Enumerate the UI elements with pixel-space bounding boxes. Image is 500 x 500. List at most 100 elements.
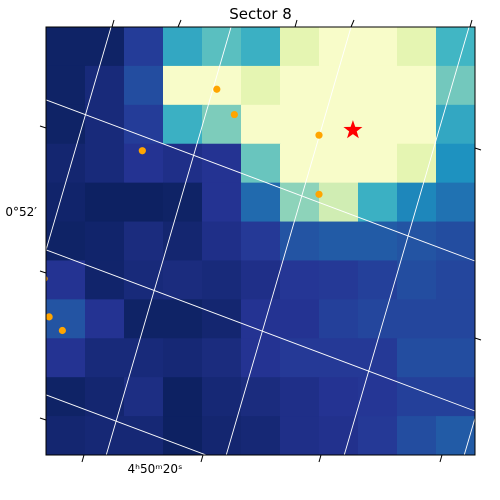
heatmap-cell xyxy=(436,377,475,417)
heatmap-cell xyxy=(319,27,359,67)
heatmap-cell xyxy=(46,299,86,339)
heatmap-cell xyxy=(85,299,125,339)
heatmap-cell xyxy=(436,299,475,339)
axis-tick xyxy=(294,19,298,28)
heatmap-cell xyxy=(241,260,281,300)
heatmap-cell xyxy=(397,260,437,300)
heatmap-cell xyxy=(202,416,242,455)
heatmap-cell xyxy=(358,143,398,184)
heatmap-cell xyxy=(124,104,164,145)
heatmap-cell xyxy=(202,338,242,378)
heatmap-cell xyxy=(436,104,475,145)
star-marker xyxy=(230,110,238,119)
heatmap-cell xyxy=(85,143,125,184)
heatmap-cell xyxy=(46,416,86,455)
grid-line xyxy=(46,99,475,262)
heatmap-cell xyxy=(397,299,437,339)
heatmap-cell xyxy=(241,104,281,145)
grid-line xyxy=(225,27,352,455)
chart-title: Sector 8 xyxy=(229,5,292,23)
heatmap-cell xyxy=(319,182,359,223)
heatmap-cell xyxy=(163,27,203,67)
heatmap-cell xyxy=(280,416,320,455)
heatmap-cell xyxy=(397,221,437,262)
heatmap-cell xyxy=(163,416,203,455)
heatmap-cell xyxy=(85,104,125,145)
heatmap-cell xyxy=(124,416,164,455)
heatmap-cell xyxy=(436,182,475,223)
heatmap-cell xyxy=(85,182,125,223)
star-marker xyxy=(138,147,146,155)
heatmap-cell xyxy=(319,416,359,455)
heatmap-cell xyxy=(358,65,398,106)
heatmap-cell xyxy=(124,65,164,106)
heatmap-cell xyxy=(46,65,86,106)
heatmap-cell xyxy=(46,221,86,262)
heatmap-cell xyxy=(280,221,320,262)
heatmap-cell xyxy=(319,65,359,106)
heatmap-cell xyxy=(241,182,281,223)
axis-tick xyxy=(474,147,482,151)
heatmap-cell xyxy=(124,299,164,339)
axis-tick xyxy=(39,417,47,421)
heatmap-cell xyxy=(280,143,320,184)
heatmap-cell xyxy=(280,65,320,106)
plot-frame xyxy=(45,26,476,456)
heatmap-cell xyxy=(319,221,359,262)
heatmap-cell xyxy=(241,416,281,455)
star-marker xyxy=(58,326,66,335)
heatmap-cell xyxy=(436,27,475,67)
heatmap-cell xyxy=(319,260,359,300)
heatmap-cell xyxy=(163,221,203,262)
heatmap-cell xyxy=(358,416,398,455)
heatmap-cell xyxy=(358,299,398,339)
heatmap-cell xyxy=(163,104,203,145)
axis-tick xyxy=(177,19,182,28)
heatmap-cell xyxy=(124,27,164,67)
heatmap-cell xyxy=(241,143,281,184)
heatmap-cell xyxy=(241,377,281,417)
plot-area xyxy=(39,19,482,463)
heatmap-cell xyxy=(397,65,437,106)
star-marker xyxy=(46,275,48,282)
axis-tick xyxy=(350,19,355,28)
heatmap-cell xyxy=(85,65,125,106)
heatmap-cell xyxy=(319,338,359,378)
target-star-marker xyxy=(343,120,363,139)
heatmap-cell xyxy=(397,416,437,455)
heatmap-cell xyxy=(280,27,320,67)
heatmap-cell xyxy=(241,299,281,339)
heatmap-cell xyxy=(241,221,281,262)
heatmap-cell xyxy=(85,416,125,455)
heatmap-cell xyxy=(163,182,203,223)
heatmap-cell xyxy=(124,221,164,262)
axis-tick xyxy=(318,454,322,463)
heatmap-cell xyxy=(436,221,475,262)
heatmap-cell xyxy=(319,299,359,339)
heatmap-cell xyxy=(163,260,203,300)
heatmap-cell xyxy=(358,377,398,417)
axis-tick xyxy=(39,125,47,129)
heatmap-cell xyxy=(46,182,86,223)
heatmap-cell xyxy=(280,104,320,145)
axis-tick xyxy=(200,454,204,463)
heatmap-cell xyxy=(397,377,437,417)
heatmap-cell xyxy=(280,377,320,417)
heatmap-cell xyxy=(358,338,398,378)
heatmap-cell xyxy=(85,221,125,262)
axis-tick xyxy=(39,270,47,274)
heatmap-cell xyxy=(241,65,281,106)
heatmap-cell xyxy=(397,182,437,223)
heatmap-cell xyxy=(46,143,86,184)
heatmap-cell xyxy=(85,338,125,378)
heatmap-cell xyxy=(202,299,242,339)
axis-tick xyxy=(111,19,115,28)
heatmap-cell xyxy=(319,377,359,417)
heatmap-cell xyxy=(202,260,242,300)
heatmap-cell xyxy=(202,377,242,417)
axis-tick xyxy=(469,19,473,28)
heatmap-cell xyxy=(280,338,320,378)
heatmap-cell xyxy=(358,260,398,300)
star-marker xyxy=(213,85,221,93)
